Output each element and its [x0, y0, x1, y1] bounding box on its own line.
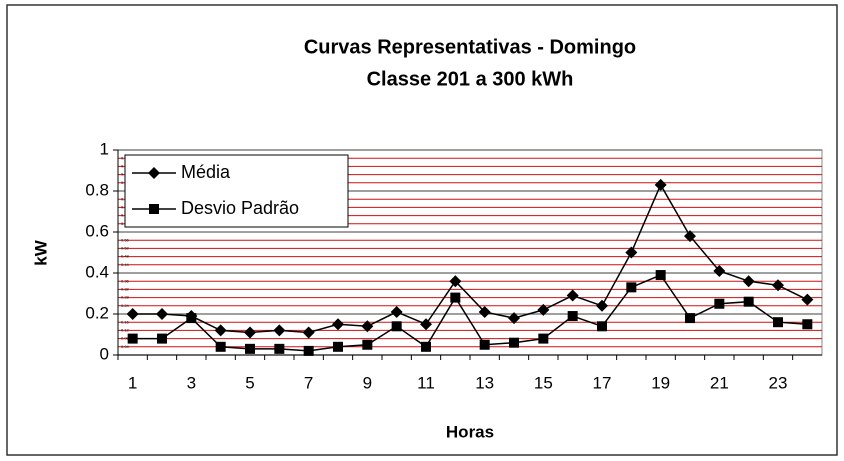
data-point [626, 282, 637, 293]
minor-tick-label: 0.16 [121, 319, 130, 324]
data-point [684, 230, 696, 243]
data-point [566, 289, 579, 302]
data-point [537, 303, 550, 316]
data-point [333, 341, 343, 352]
data-point [245, 343, 255, 354]
data-point [274, 343, 285, 354]
minor-tick-label: 0.52 [121, 245, 130, 250]
minor-tick-label: 0.44 [121, 262, 130, 267]
data-point [655, 270, 666, 281]
x-tick-label: 5 [245, 373, 254, 392]
chart-title: Curvas Representativas - Domingo [304, 36, 636, 58]
data-point [596, 299, 608, 312]
data-point [157, 333, 167, 344]
data-point [654, 178, 667, 191]
data-point [714, 298, 725, 309]
minor-tick-label: 0.08 [121, 336, 130, 341]
legend-label: Média [181, 162, 231, 182]
y-tick-label: 0.2 [85, 303, 109, 322]
data-point [449, 275, 462, 288]
data-point [214, 324, 227, 337]
data-point [391, 321, 402, 332]
data-point [538, 333, 549, 344]
data-point [685, 313, 695, 324]
minor-tick-label: 0.04 [121, 344, 130, 349]
y-axis-label: kW [31, 239, 50, 265]
x-tick-label: 3 [187, 373, 196, 392]
data-point [361, 320, 374, 333]
minor-tick-label: 0.36 [121, 278, 130, 283]
data-point [156, 308, 168, 320]
y-tick-label: 0.6 [85, 221, 109, 240]
minor-tick-label: 0.56 [121, 237, 130, 242]
data-point [450, 292, 461, 303]
minor-tick-label: 0.12 [121, 327, 130, 332]
x-tick-label: 19 [651, 373, 670, 392]
data-point [508, 312, 520, 325]
minor-tick-label: 0.32 [121, 286, 130, 291]
data-point [302, 326, 315, 339]
x-axis-label: Horas [446, 422, 494, 441]
data-point [625, 246, 638, 259]
data-point [421, 341, 431, 352]
minor-tick-label: 0.48 [121, 254, 130, 259]
y-tick-label: 0.8 [85, 180, 109, 199]
x-tick-label: 17 [593, 373, 612, 392]
data-point [244, 326, 256, 339]
data-point [215, 341, 226, 352]
y-tick-label: 0 [100, 344, 109, 363]
data-point [127, 333, 138, 344]
x-tick-label: 9 [363, 373, 372, 392]
data-point [509, 337, 519, 348]
legend [124, 154, 349, 228]
legend-marker [148, 167, 160, 179]
data-point [479, 339, 490, 350]
data-point [773, 317, 783, 328]
legend-marker [149, 204, 159, 214]
data-point [420, 318, 432, 331]
data-point [332, 318, 344, 331]
legend-label: Desvio Padrão [181, 198, 299, 218]
x-tick-label: 15 [534, 373, 553, 392]
data-point [713, 264, 726, 277]
chart-subtitle: Classe 201 a 300 kWh [367, 68, 574, 90]
data-point [273, 324, 286, 337]
data-point [126, 308, 139, 320]
data-point [597, 321, 607, 332]
minor-tick-label: 0.24 [121, 303, 130, 308]
data-point [801, 293, 814, 306]
x-tick-label: 1 [128, 373, 137, 392]
y-tick-label: 1 [100, 139, 109, 158]
data-point [478, 305, 491, 318]
data-point [303, 345, 314, 356]
data-point [743, 296, 754, 307]
data-point [186, 313, 197, 324]
minor-tick-label: 0.28 [121, 295, 130, 300]
data-point [567, 311, 578, 322]
x-tick-label: 11 [417, 373, 435, 392]
data-point [362, 339, 373, 350]
y-tick-label: 0.4 [85, 262, 109, 281]
data-point [772, 279, 784, 292]
x-tick-label: 7 [304, 373, 313, 392]
x-tick-label: 23 [769, 373, 788, 392]
x-tick-label: 21 [710, 373, 729, 392]
data-point [802, 319, 813, 330]
x-tick-label: 13 [475, 373, 494, 392]
data-point [742, 275, 755, 288]
data-point [390, 305, 403, 318]
